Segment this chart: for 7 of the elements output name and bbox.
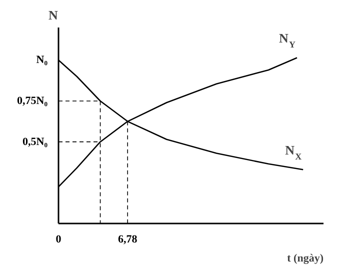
y-tick-label: 0,5N₀: [22, 136, 48, 148]
x-tick-label: 0: [56, 234, 62, 246]
x-tick-label: 6,78: [118, 234, 138, 246]
x-axis-title: t (ngày): [287, 252, 324, 264]
y-tick-label: 0,75N₀: [17, 95, 48, 107]
y-axis-title: N: [48, 8, 58, 22]
y-tick-label: N₀: [36, 54, 48, 66]
